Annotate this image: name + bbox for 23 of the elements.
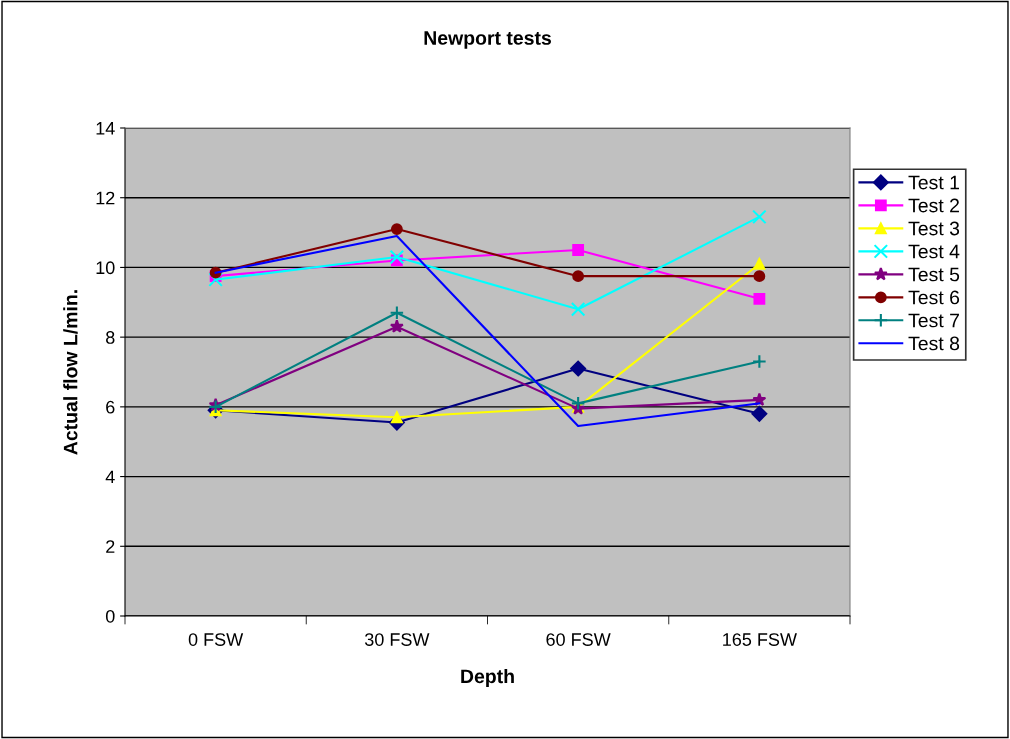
y-axis-title: Actual flow L/min. bbox=[63, 290, 78, 455]
y-tick-label: 12 bbox=[96, 191, 115, 205]
x-axis-title: Depth bbox=[461, 668, 514, 688]
legend-label: Test 6 bbox=[908, 290, 960, 305]
x-tick-label: 30 FSW bbox=[364, 633, 430, 646]
x-tick-label: 60 FSW bbox=[546, 633, 611, 646]
legend-label: Test 8 bbox=[908, 336, 960, 351]
legend-label: Test 1 bbox=[908, 175, 959, 190]
y-tick-label: 10 bbox=[96, 261, 115, 275]
legend-label: Test 3 bbox=[908, 221, 960, 236]
y-tick-label: 6 bbox=[106, 400, 115, 414]
legend-label: Test 7 bbox=[908, 313, 959, 328]
x-tick-label: 165 FSW bbox=[723, 633, 797, 646]
y-tick-label: 8 bbox=[106, 331, 115, 344]
y-tick-label: 4 bbox=[105, 470, 115, 484]
chart-title: Newport tests bbox=[424, 31, 551, 49]
legend-label: Test 4 bbox=[908, 244, 960, 259]
legend-label: Test 5 bbox=[908, 267, 960, 282]
legend-label: Test 2 bbox=[908, 198, 959, 213]
x-tick-label: 0 FSW bbox=[188, 633, 244, 646]
y-tick-label: 0 bbox=[105, 609, 115, 623]
y-tick-label: 2 bbox=[106, 540, 115, 553]
y-tick-label: 14 bbox=[96, 122, 115, 135]
